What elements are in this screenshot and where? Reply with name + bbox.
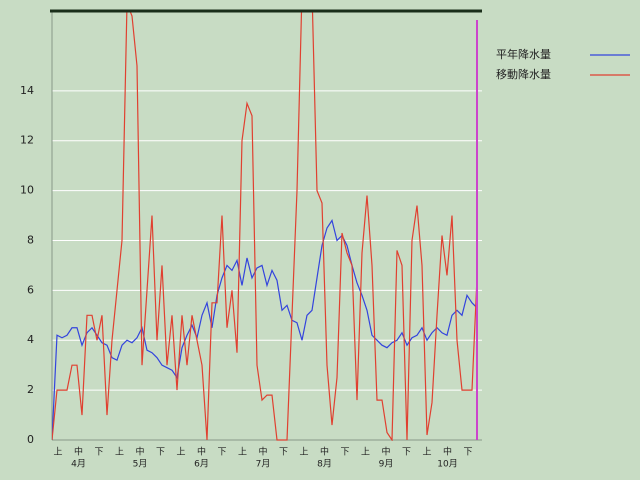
x-tick-label: 上 <box>299 447 308 458</box>
month-label: 4月 <box>71 459 86 470</box>
x-tick-label: 下 <box>402 448 411 458</box>
y-tick-label: 6 <box>27 283 34 296</box>
month-label: 9月 <box>379 459 394 470</box>
y-tick-label: 8 <box>27 233 34 246</box>
month-label: 6月 <box>194 459 209 470</box>
x-tick-label: 下 <box>463 448 472 458</box>
x-tick-label: 中 <box>320 446 329 458</box>
x-tick-label: 上 <box>115 447 124 458</box>
series-line <box>52 219 478 441</box>
x-tick-label: 上 <box>422 447 431 458</box>
y-tick-label: 10 <box>20 184 34 197</box>
x-tick-label: 中 <box>74 446 83 458</box>
y-tick-label: 2 <box>27 383 34 396</box>
x-tick-label: 下 <box>94 448 103 458</box>
x-tick-label: 下 <box>279 448 288 458</box>
x-tick-label: 上 <box>53 447 62 458</box>
y-tick-label: 4 <box>27 333 34 346</box>
x-tick-label: 下 <box>156 448 165 458</box>
x-tick-label: 上 <box>361 447 370 458</box>
x-tick-label: 下 <box>217 448 226 458</box>
series-line <box>52 11 478 441</box>
month-label: 7月 <box>256 459 271 470</box>
month-label: 5月 <box>133 459 148 470</box>
x-tick-label: 中 <box>258 446 267 458</box>
legend-label: 移動降水量 <box>496 67 551 81</box>
x-tick-label: 下 <box>340 448 349 458</box>
legend-label: 平年降水量 <box>496 47 551 61</box>
month-label: 10月 <box>437 459 457 470</box>
x-tick-label: 中 <box>443 446 452 458</box>
x-tick-label: 中 <box>197 446 206 458</box>
y-tick-label: 0 <box>27 433 34 446</box>
x-tick-label: 中 <box>381 446 390 458</box>
y-tick-label: 14 <box>20 84 34 97</box>
month-label: 8月 <box>317 459 332 470</box>
x-tick-label: 上 <box>238 447 247 458</box>
y-tick-label: 12 <box>20 134 34 147</box>
x-tick-label: 上 <box>176 447 185 458</box>
x-tick-label: 中 <box>135 446 144 458</box>
